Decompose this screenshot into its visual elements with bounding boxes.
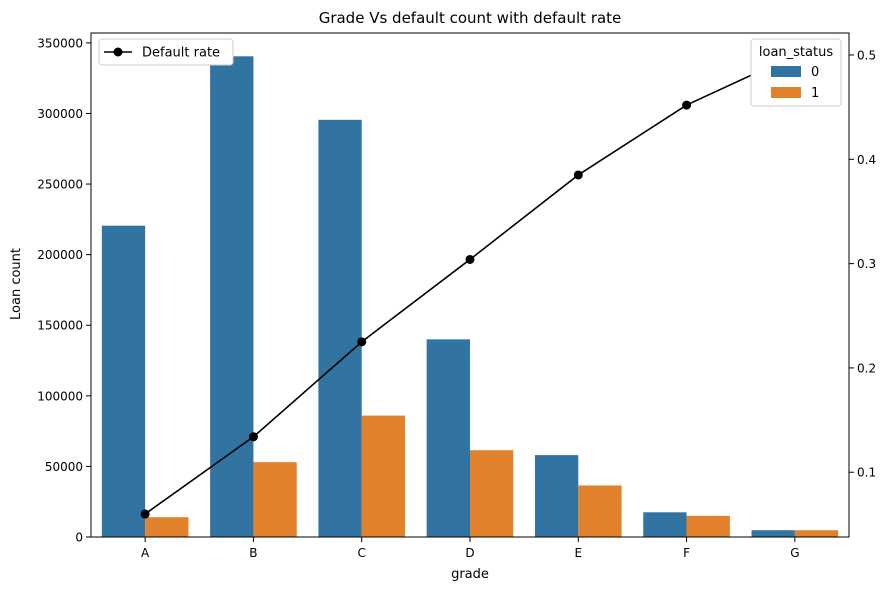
y2-tick-label: 0.3 [857,257,876,271]
y-tick-label: 150000 [37,319,83,333]
bar-legend-label-1: 1 [811,86,819,101]
axes-group: 0 50000 100000 150000 200000 250000 300000 3500… [37,32,876,560]
bar-legend-label-0: 0 [811,65,819,80]
bar-legend-swatch-1 [771,87,801,98]
bar-status-0-grade-G [751,530,795,537]
y2-tick-label: 0.4 [857,153,876,167]
x-tick-label-A: A [141,546,150,560]
line-legend-marker [113,47,123,57]
default-rate-point-F [682,100,692,110]
bar-legend: loan_status 0 1 [750,38,842,107]
chart-title: Grade Vs default count with default rate [319,9,622,27]
default-rate-point-E [573,170,583,180]
y-tick-label: 100000 [37,389,83,403]
x-tick-label-G: G [790,546,799,560]
y-tick-label: 300000 [37,107,83,121]
default-rate-point-B [248,432,258,442]
y-tick-label: 350000 [37,36,83,50]
default-rate-point-D [465,254,475,264]
default-rate-point-A [140,509,150,519]
bar-status-0-grade-C [318,119,362,537]
y2-tick-label: 0.5 [857,49,876,63]
bar-legend-title: loan_status [759,45,833,60]
bar-status-1-grade-A [145,517,189,537]
bars-group [101,56,839,538]
bar-status-1-grade-F [686,515,730,537]
line-legend-box [98,38,234,66]
bar-status-0-grade-B [210,56,254,537]
y-tick-label: 250000 [37,178,83,192]
x-tick-label-B: B [249,546,257,560]
y-axis-label: Loan count [9,248,24,320]
x-tick-label-D: D [465,546,474,560]
bar-status-1-grade-E [578,485,622,537]
bar-status-1-grade-B [253,462,297,537]
y-tick-label: 0 [75,531,83,545]
bar-status-0-grade-F [643,512,687,537]
x-axis-label: grade [451,567,489,582]
y-tick-label: 50000 [45,460,83,474]
bar-status-0-grade-E [534,455,579,537]
bar-legend-swatch-0 [771,66,801,77]
line-legend-label: Default rate [142,46,220,61]
x-tick-label-C: C [358,546,366,560]
x-tick-label-E: E [574,546,582,560]
default-rate-point-C [357,337,367,347]
bar-status-0-grade-A [101,225,146,538]
y-tick-label: 200000 [37,248,83,262]
bar-status-1-grade-C [361,415,406,537]
bar-status-1-grade-G [794,530,839,537]
y2-tick-label: 0.2 [857,361,876,375]
bar-status-1-grade-D [470,450,514,537]
line-legend: Default rate [98,38,234,66]
bar-status-0-grade-D [426,339,470,537]
x-tick-label-F: F [683,546,690,560]
y2-tick-label: 0.1 [857,466,876,480]
